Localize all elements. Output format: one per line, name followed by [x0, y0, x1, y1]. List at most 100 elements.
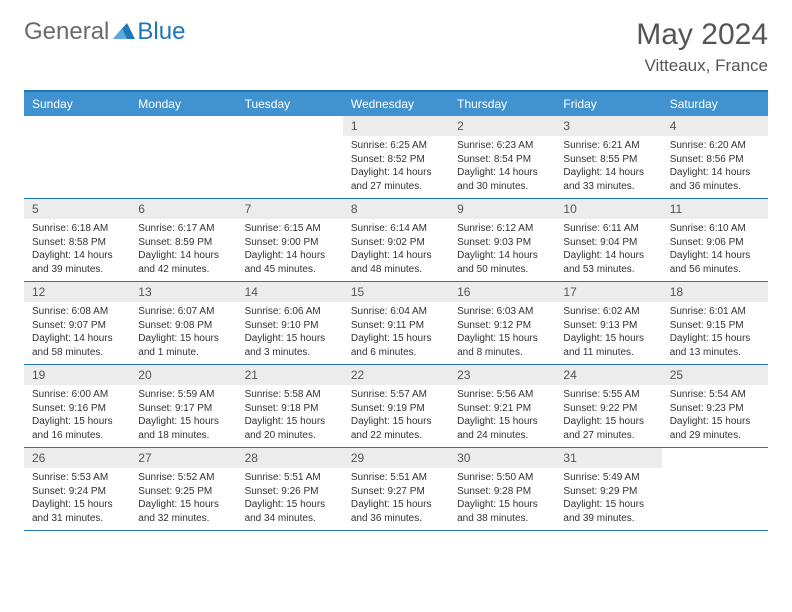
calendar: SundayMondayTuesdayWednesdayThursdayFrid…	[24, 90, 768, 531]
day-details: Sunrise: 6:11 AMSunset: 9:04 PMDaylight:…	[555, 219, 661, 281]
day-cell: 5Sunrise: 6:18 AMSunset: 8:58 PMDaylight…	[24, 199, 130, 281]
day-number: 2	[449, 116, 555, 136]
day-details: Sunrise: 6:10 AMSunset: 9:06 PMDaylight:…	[662, 219, 768, 281]
day-details: Sunrise: 6:14 AMSunset: 9:02 PMDaylight:…	[343, 219, 449, 281]
day-cell: 26Sunrise: 5:53 AMSunset: 9:24 PMDayligh…	[24, 448, 130, 530]
day-number: 29	[343, 448, 449, 468]
location-text: Vitteaux, France	[636, 56, 768, 76]
day-details: Sunrise: 6:17 AMSunset: 8:59 PMDaylight:…	[130, 219, 236, 281]
month-title: May 2024	[636, 18, 768, 52]
day-cell: 19Sunrise: 6:00 AMSunset: 9:16 PMDayligh…	[24, 365, 130, 447]
day-details: Sunrise: 6:12 AMSunset: 9:03 PMDaylight:…	[449, 219, 555, 281]
day-number: 26	[24, 448, 130, 468]
day-details: Sunrise: 5:52 AMSunset: 9:25 PMDaylight:…	[130, 468, 236, 530]
day-details: Sunrise: 6:06 AMSunset: 9:10 PMDaylight:…	[237, 302, 343, 364]
day-number: 12	[24, 282, 130, 302]
weekday-label: Monday	[130, 92, 236, 116]
day-number: 5	[24, 199, 130, 219]
day-cell: 20Sunrise: 5:59 AMSunset: 9:17 PMDayligh…	[130, 365, 236, 447]
day-cell	[24, 116, 130, 198]
weekday-label: Friday	[555, 92, 661, 116]
day-cell: 27Sunrise: 5:52 AMSunset: 9:25 PMDayligh…	[130, 448, 236, 530]
day-cell: 25Sunrise: 5:54 AMSunset: 9:23 PMDayligh…	[662, 365, 768, 447]
day-details: Sunrise: 5:51 AMSunset: 9:27 PMDaylight:…	[343, 468, 449, 530]
day-number: 20	[130, 365, 236, 385]
logo-triangle-icon	[113, 21, 135, 44]
day-details: Sunrise: 5:59 AMSunset: 9:17 PMDaylight:…	[130, 385, 236, 447]
day-details: Sunrise: 6:18 AMSunset: 8:58 PMDaylight:…	[24, 219, 130, 281]
day-details: Sunrise: 6:03 AMSunset: 9:12 PMDaylight:…	[449, 302, 555, 364]
day-number: 21	[237, 365, 343, 385]
day-cell: 11Sunrise: 6:10 AMSunset: 9:06 PMDayligh…	[662, 199, 768, 281]
day-number: 28	[237, 448, 343, 468]
day-cell: 24Sunrise: 5:55 AMSunset: 9:22 PMDayligh…	[555, 365, 661, 447]
day-cell: 28Sunrise: 5:51 AMSunset: 9:26 PMDayligh…	[237, 448, 343, 530]
day-details: Sunrise: 6:00 AMSunset: 9:16 PMDaylight:…	[24, 385, 130, 447]
day-cell: 9Sunrise: 6:12 AMSunset: 9:03 PMDaylight…	[449, 199, 555, 281]
day-number: 27	[130, 448, 236, 468]
day-cell: 21Sunrise: 5:58 AMSunset: 9:18 PMDayligh…	[237, 365, 343, 447]
day-number: 1	[343, 116, 449, 136]
day-cell: 18Sunrise: 6:01 AMSunset: 9:15 PMDayligh…	[662, 282, 768, 364]
day-cell: 3Sunrise: 6:21 AMSunset: 8:55 PMDaylight…	[555, 116, 661, 198]
day-number: 16	[449, 282, 555, 302]
day-cell	[130, 116, 236, 198]
day-details: Sunrise: 6:08 AMSunset: 9:07 PMDaylight:…	[24, 302, 130, 364]
day-details: Sunrise: 5:49 AMSunset: 9:29 PMDaylight:…	[555, 468, 661, 530]
day-cell: 23Sunrise: 5:56 AMSunset: 9:21 PMDayligh…	[449, 365, 555, 447]
day-cell	[237, 116, 343, 198]
day-cell: 1Sunrise: 6:25 AMSunset: 8:52 PMDaylight…	[343, 116, 449, 198]
day-details: Sunrise: 6:23 AMSunset: 8:54 PMDaylight:…	[449, 136, 555, 198]
day-cell: 12Sunrise: 6:08 AMSunset: 9:07 PMDayligh…	[24, 282, 130, 364]
day-cell: 8Sunrise: 6:14 AMSunset: 9:02 PMDaylight…	[343, 199, 449, 281]
week-row: 26Sunrise: 5:53 AMSunset: 9:24 PMDayligh…	[24, 448, 768, 531]
day-number: 8	[343, 199, 449, 219]
day-number: 11	[662, 199, 768, 219]
header-block: General Blue May 2024 Vitteaux, France	[24, 18, 768, 76]
weekday-header: SundayMondayTuesdayWednesdayThursdayFrid…	[24, 92, 768, 116]
weekday-label: Wednesday	[343, 92, 449, 116]
day-details: Sunrise: 6:21 AMSunset: 8:55 PMDaylight:…	[555, 136, 661, 198]
day-number: 13	[130, 282, 236, 302]
weeks-container: 1Sunrise: 6:25 AMSunset: 8:52 PMDaylight…	[24, 116, 768, 531]
day-number: 22	[343, 365, 449, 385]
day-number: 23	[449, 365, 555, 385]
weekday-label: Saturday	[662, 92, 768, 116]
week-row: 12Sunrise: 6:08 AMSunset: 9:07 PMDayligh…	[24, 282, 768, 365]
day-cell: 7Sunrise: 6:15 AMSunset: 9:00 PMDaylight…	[237, 199, 343, 281]
day-cell: 14Sunrise: 6:06 AMSunset: 9:10 PMDayligh…	[237, 282, 343, 364]
week-row: 1Sunrise: 6:25 AMSunset: 8:52 PMDaylight…	[24, 116, 768, 199]
day-number: 7	[237, 199, 343, 219]
day-number: 18	[662, 282, 768, 302]
day-cell: 22Sunrise: 5:57 AMSunset: 9:19 PMDayligh…	[343, 365, 449, 447]
week-row: 5Sunrise: 6:18 AMSunset: 8:58 PMDaylight…	[24, 199, 768, 282]
day-cell: 31Sunrise: 5:49 AMSunset: 9:29 PMDayligh…	[555, 448, 661, 530]
weekday-label: Sunday	[24, 92, 130, 116]
day-cell: 17Sunrise: 6:02 AMSunset: 9:13 PMDayligh…	[555, 282, 661, 364]
title-block: May 2024 Vitteaux, France	[636, 18, 768, 76]
day-details: Sunrise: 5:50 AMSunset: 9:28 PMDaylight:…	[449, 468, 555, 530]
day-details: Sunrise: 6:20 AMSunset: 8:56 PMDaylight:…	[662, 136, 768, 198]
week-row: 19Sunrise: 6:00 AMSunset: 9:16 PMDayligh…	[24, 365, 768, 448]
day-cell: 15Sunrise: 6:04 AMSunset: 9:11 PMDayligh…	[343, 282, 449, 364]
day-cell: 10Sunrise: 6:11 AMSunset: 9:04 PMDayligh…	[555, 199, 661, 281]
day-number: 15	[343, 282, 449, 302]
day-cell: 13Sunrise: 6:07 AMSunset: 9:08 PMDayligh…	[130, 282, 236, 364]
day-number: 25	[662, 365, 768, 385]
day-details: Sunrise: 5:51 AMSunset: 9:26 PMDaylight:…	[237, 468, 343, 530]
day-details: Sunrise: 6:15 AMSunset: 9:00 PMDaylight:…	[237, 219, 343, 281]
day-cell	[662, 448, 768, 530]
day-number: 17	[555, 282, 661, 302]
day-cell: 2Sunrise: 6:23 AMSunset: 8:54 PMDaylight…	[449, 116, 555, 198]
day-details: Sunrise: 5:55 AMSunset: 9:22 PMDaylight:…	[555, 385, 661, 447]
day-details: Sunrise: 5:54 AMSunset: 9:23 PMDaylight:…	[662, 385, 768, 447]
day-details: Sunrise: 6:02 AMSunset: 9:13 PMDaylight:…	[555, 302, 661, 364]
logo: General Blue	[24, 18, 185, 46]
day-number: 30	[449, 448, 555, 468]
day-number: 9	[449, 199, 555, 219]
day-details: Sunrise: 5:53 AMSunset: 9:24 PMDaylight:…	[24, 468, 130, 530]
day-details: Sunrise: 5:58 AMSunset: 9:18 PMDaylight:…	[237, 385, 343, 447]
logo-text-blue: Blue	[137, 18, 185, 46]
day-cell: 16Sunrise: 6:03 AMSunset: 9:12 PMDayligh…	[449, 282, 555, 364]
day-number: 6	[130, 199, 236, 219]
